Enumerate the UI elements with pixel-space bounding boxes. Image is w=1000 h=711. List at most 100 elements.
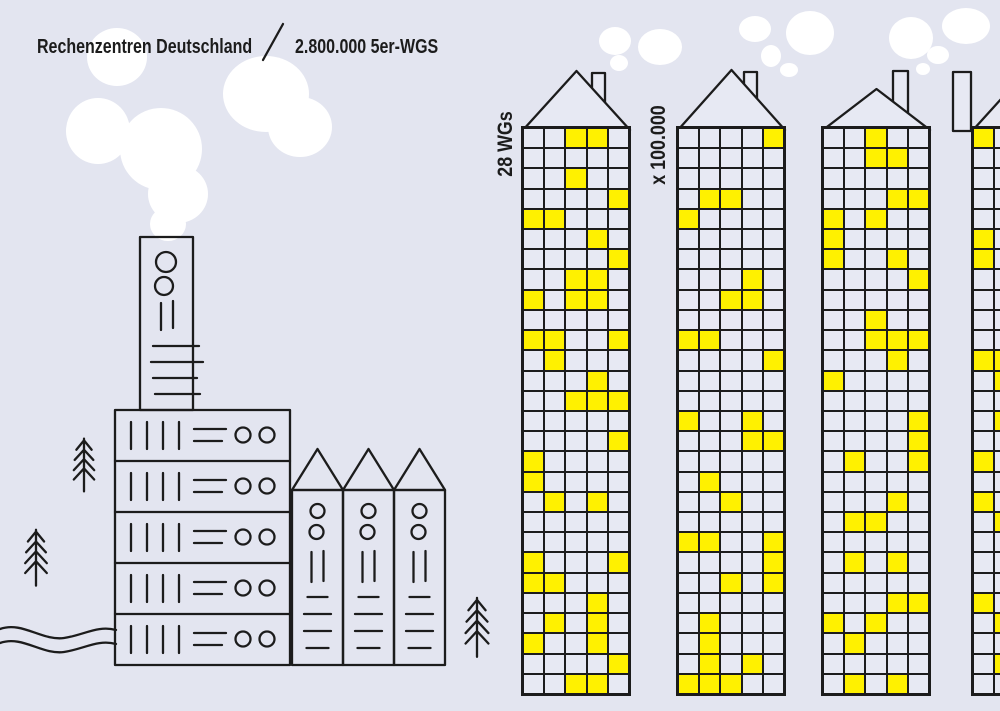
- wg-cell: [973, 350, 995, 371]
- wg-cell: [865, 673, 887, 694]
- wg-cell: [699, 249, 721, 270]
- wg-cell: [886, 491, 908, 513]
- wg-cell: [823, 229, 845, 250]
- wg-cell: [907, 491, 929, 513]
- wg-cell: [973, 289, 995, 310]
- wg-cell: [994, 512, 1000, 533]
- wg-cell: [607, 592, 629, 614]
- wg-cell: [823, 168, 845, 189]
- wg-cell: [907, 633, 929, 654]
- wg-cell: [523, 633, 545, 654]
- wg-cell: [907, 613, 929, 634]
- wg-cell: [886, 613, 908, 634]
- wg-cell: [865, 370, 887, 391]
- wg-cell: [720, 633, 742, 654]
- wg-cell: [823, 128, 845, 149]
- wg-cell: [907, 431, 929, 452]
- wg-cell: [973, 128, 995, 149]
- wg-cell: [844, 390, 866, 411]
- wg-cell: [994, 269, 1000, 290]
- wg-cell: [886, 370, 908, 391]
- wg-cell: [865, 552, 887, 573]
- wg-cell: [544, 633, 566, 654]
- wg-cell: [720, 673, 742, 694]
- wg-cell: [586, 390, 608, 411]
- wg-cell: [678, 653, 700, 674]
- wg-cell: [720, 330, 742, 351]
- wg-cell: [523, 512, 545, 533]
- wg-cell: [678, 249, 700, 270]
- wg-cell: [565, 330, 587, 351]
- wg-cell: [523, 128, 545, 149]
- wg-cell: [741, 633, 763, 654]
- wg-cell: [865, 491, 887, 513]
- wg-cell: [741, 532, 763, 553]
- wg-cell: [844, 188, 866, 209]
- wg-cell: [544, 249, 566, 270]
- wg-cell: [994, 229, 1000, 250]
- wg-cell: [823, 491, 845, 513]
- wg-cell: [565, 289, 587, 310]
- wg-cell: [678, 229, 700, 250]
- wg-cell: [886, 188, 908, 209]
- wg-cell: [865, 128, 887, 149]
- wg-cell: [886, 208, 908, 230]
- wg-cell: [607, 229, 629, 250]
- wg-cell: [865, 431, 887, 452]
- wg-cell: [741, 410, 763, 432]
- wg-cell: [699, 431, 721, 452]
- wg-cell: [865, 229, 887, 250]
- wg-cell: [607, 269, 629, 290]
- wg-cell: [762, 410, 784, 432]
- wg-cell: [586, 229, 608, 250]
- wg-cell: [678, 471, 700, 492]
- wg-cell: [865, 653, 887, 674]
- wg-cell: [523, 592, 545, 614]
- wg-cell: [544, 229, 566, 250]
- wg-cell: [678, 512, 700, 533]
- wg-cell: [762, 309, 784, 331]
- wg-cell: [565, 431, 587, 452]
- wg-cell: [823, 410, 845, 432]
- wg-cell: [844, 249, 866, 270]
- wg-cell: [607, 330, 629, 351]
- wg-cell: [565, 370, 587, 391]
- wg-cell: [544, 390, 566, 411]
- wg-cell: [544, 148, 566, 169]
- clouds: [66, 8, 990, 241]
- wg-cell: [523, 572, 545, 593]
- wg-cell: [544, 673, 566, 694]
- wg-cell: [565, 168, 587, 189]
- wg-cell: [762, 572, 784, 593]
- wg-cell: [607, 249, 629, 270]
- wg-cell: [844, 229, 866, 250]
- tree-icon: [25, 530, 47, 586]
- wg-cell: [565, 410, 587, 432]
- wg-cell: [720, 370, 742, 391]
- wg-cell: [973, 431, 995, 452]
- wg-cell: [699, 188, 721, 209]
- wg-cell: [865, 532, 887, 553]
- wg-cell: [886, 330, 908, 351]
- wg-cell: [741, 289, 763, 310]
- wg-cell: [741, 249, 763, 270]
- wg-cell: [886, 249, 908, 270]
- wg-cell: [523, 653, 545, 674]
- wg-cell: [586, 491, 608, 513]
- wg-cell: [886, 572, 908, 593]
- wg-cell: [844, 431, 866, 452]
- tree-icon: [466, 598, 489, 657]
- wg-cell: [523, 673, 545, 694]
- wg-cell: [907, 309, 929, 331]
- wg-cell: [844, 552, 866, 573]
- wg-cell: [762, 633, 784, 654]
- wg-cell: [607, 552, 629, 573]
- wg-cell: [844, 128, 866, 149]
- wg-cell: [586, 289, 608, 310]
- wg-cell: [973, 168, 995, 189]
- wg-cell: [844, 653, 866, 674]
- wg-cell: [565, 471, 587, 492]
- wg-cell: [607, 633, 629, 654]
- wg-cell: [523, 390, 545, 411]
- wg-cell: [607, 390, 629, 411]
